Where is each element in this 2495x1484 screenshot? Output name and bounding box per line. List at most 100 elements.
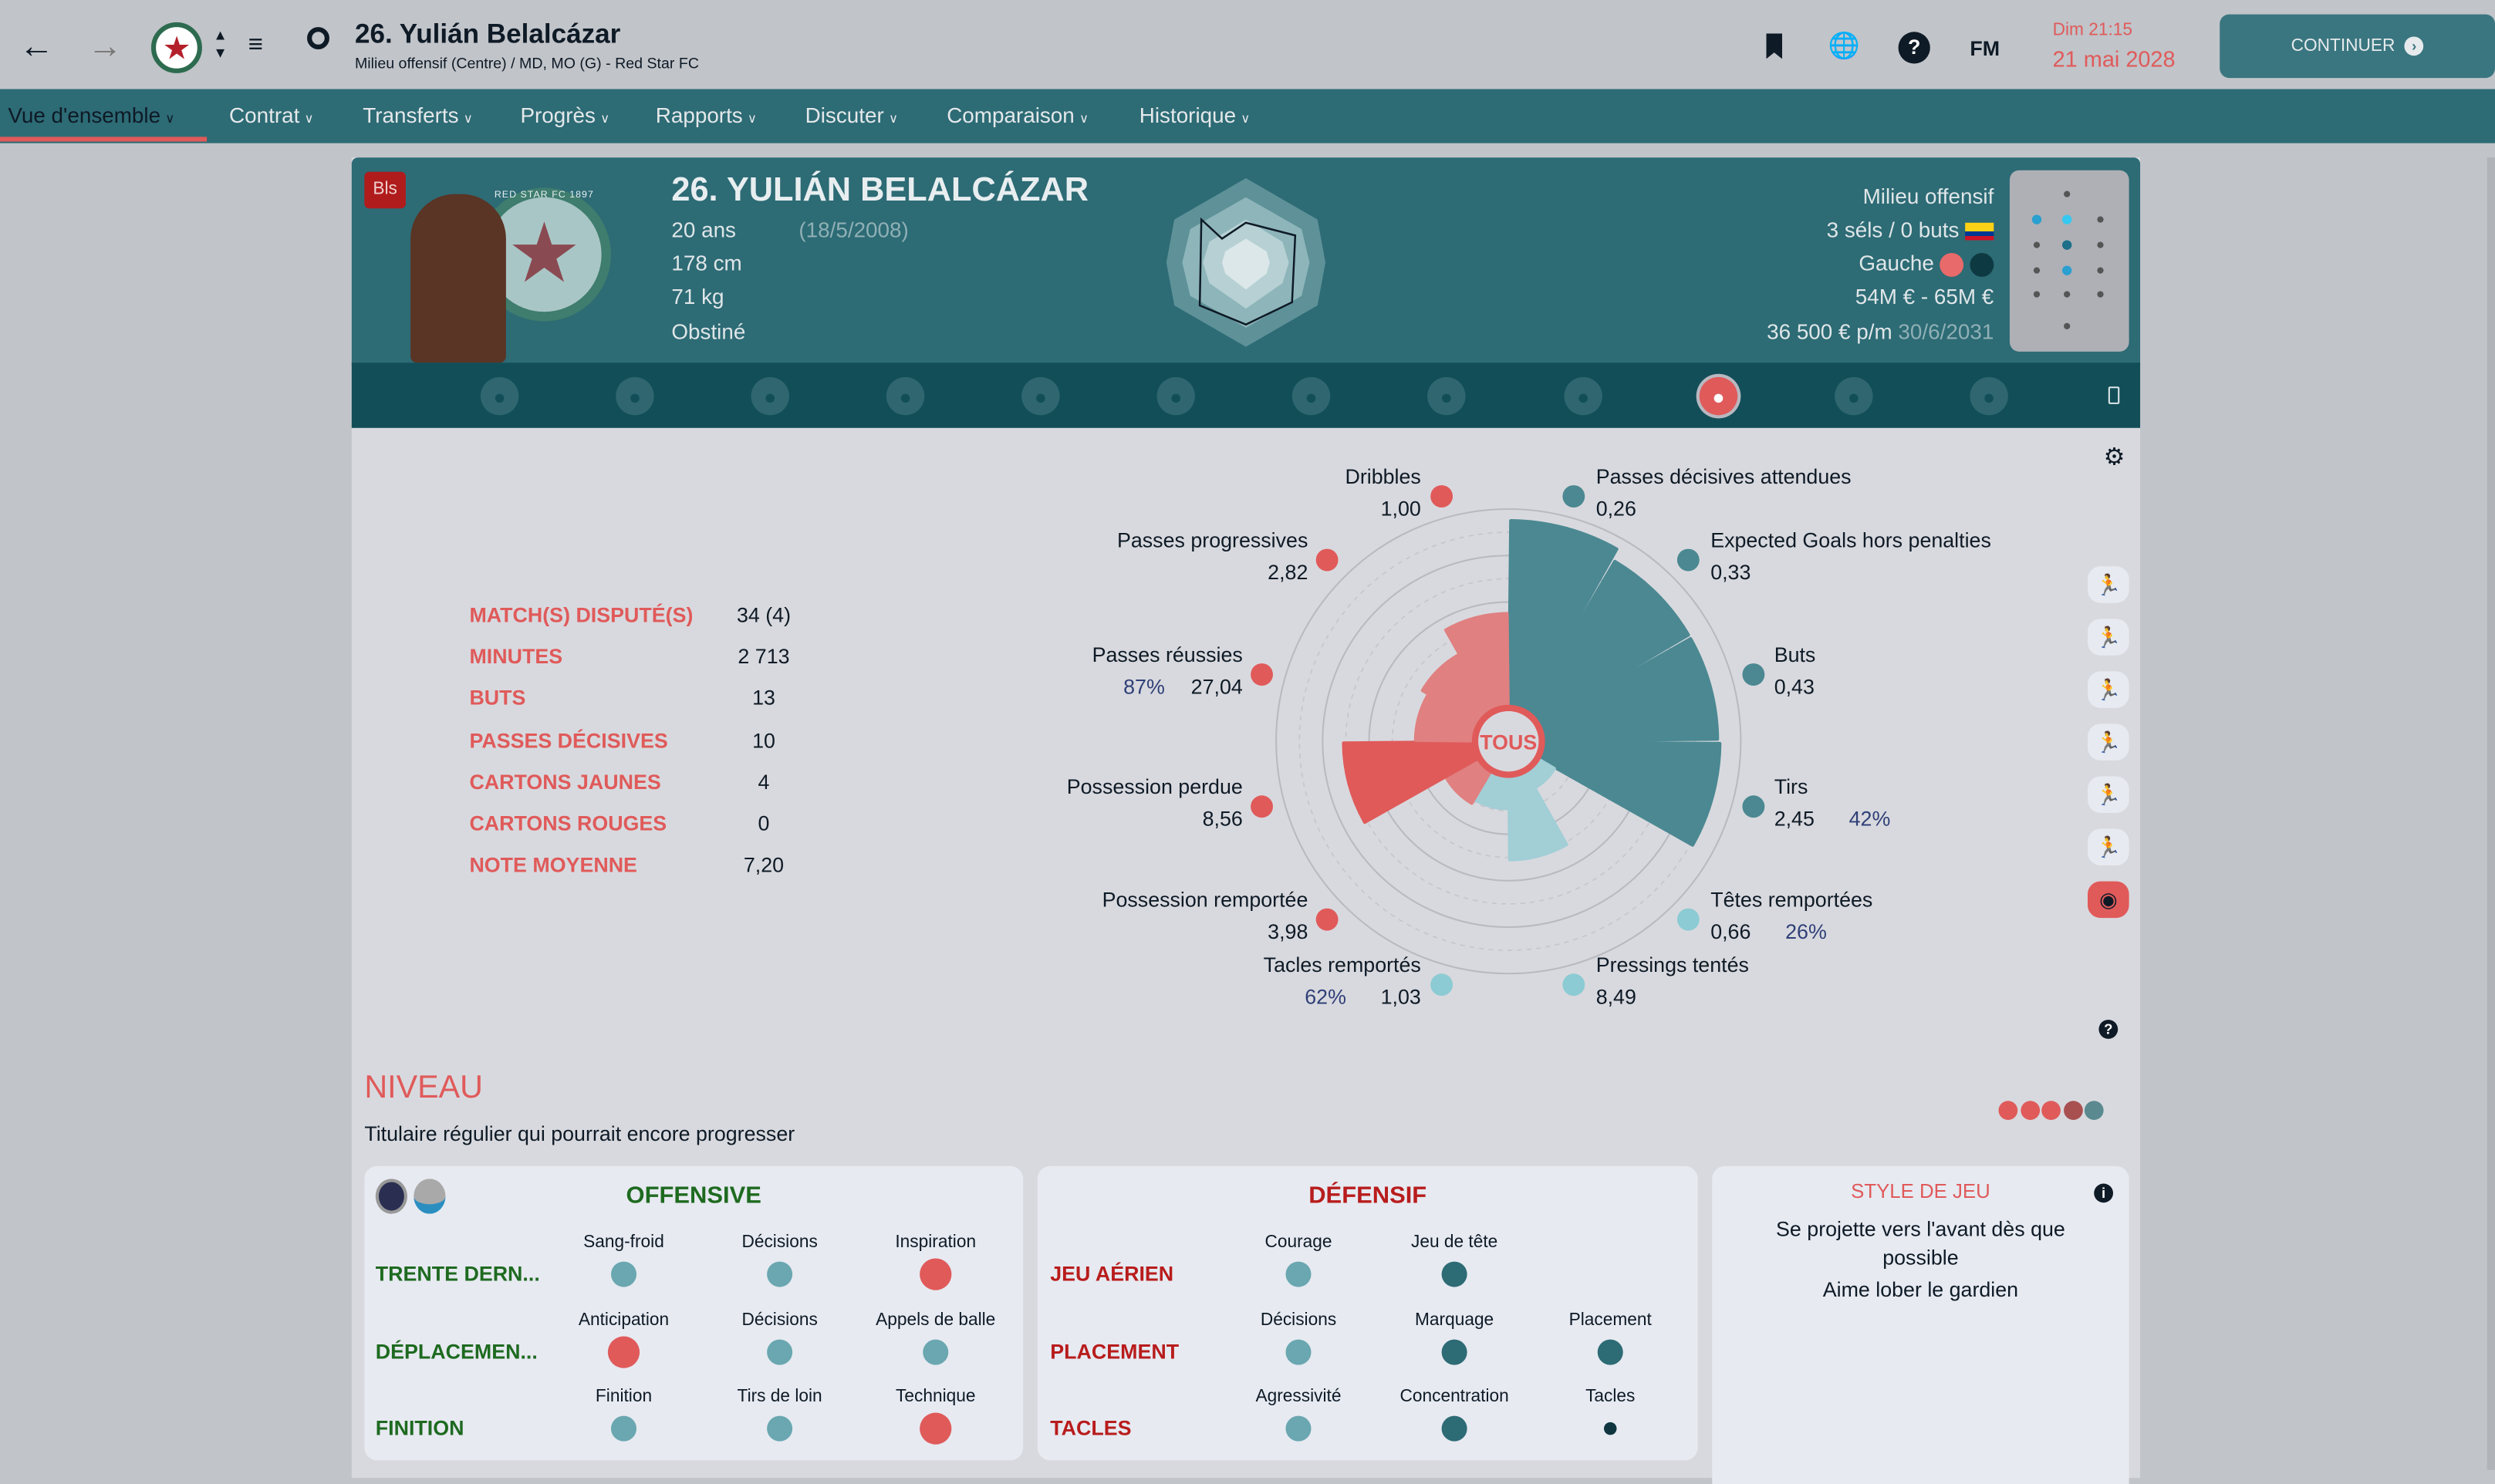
attribute-dot[interactable] bbox=[920, 1258, 952, 1290]
anchor-icon[interactable]: ● bbox=[480, 376, 519, 416]
help-icon[interactable]: ? bbox=[1898, 32, 1930, 64]
back-icon[interactable]: ← bbox=[19, 25, 55, 66]
attribute-dot[interactable] bbox=[1441, 1338, 1467, 1364]
attribute-dot[interactable] bbox=[767, 1338, 793, 1364]
eye-icon[interactable]: ● bbox=[1021, 376, 1060, 416]
switch-player-icon[interactable]: ▲ ▼ bbox=[213, 27, 228, 61]
position-grid[interactable] bbox=[2009, 170, 2129, 352]
category-value: 0,66 bbox=[1710, 919, 1751, 944]
stat-value: 2 713 bbox=[738, 644, 790, 669]
attribute-name: Jeu de tête bbox=[1410, 1233, 1498, 1253]
stat-value: 34 (4) bbox=[736, 602, 792, 627]
category-dot[interactable] bbox=[1315, 908, 1339, 931]
category-dot[interactable] bbox=[1676, 548, 1700, 572]
category-dot[interactable] bbox=[1562, 973, 1585, 997]
forward-icon[interactable]: → bbox=[87, 25, 123, 66]
compass-icon[interactable]: ● bbox=[1427, 376, 1466, 416]
attribute-dot[interactable] bbox=[1285, 1415, 1312, 1442]
stat-value: 0 bbox=[758, 811, 770, 835]
category-dot[interactable] bbox=[1315, 548, 1339, 572]
globe-icon[interactable]: 🌐 bbox=[1828, 33, 1860, 61]
tab-4[interactable]: Rapports ∨ bbox=[656, 103, 757, 127]
category-percentage: 26% bbox=[1785, 919, 1827, 944]
category-dot[interactable] bbox=[1742, 663, 1765, 686]
niveau-dot bbox=[2063, 1101, 2082, 1120]
tab-5[interactable]: Discuter ∨ bbox=[805, 103, 898, 127]
list-icon[interactable] bbox=[2108, 386, 2120, 404]
wedge-3[interactable] bbox=[1537, 740, 1722, 847]
settings-gear-icon[interactable]: ⚙ bbox=[2103, 444, 2125, 471]
fox-icon[interactable]: ● bbox=[1970, 376, 2008, 416]
attribute-name: Tirs de loin bbox=[737, 1387, 822, 1407]
tab-7[interactable]: Historique ∨ bbox=[1139, 103, 1251, 127]
syringe-icon[interactable]: ● bbox=[1156, 376, 1195, 416]
attribute-dot[interactable] bbox=[1604, 1422, 1617, 1435]
stat-label: CARTONS ROUGES bbox=[469, 811, 667, 835]
attribute-dot[interactable] bbox=[1285, 1338, 1312, 1364]
category-dot[interactable] bbox=[1676, 908, 1700, 931]
attribute-dot[interactable] bbox=[611, 1261, 636, 1287]
target-icon[interactable]: ● bbox=[1835, 376, 1873, 416]
bookmark-icon[interactable] bbox=[1766, 33, 1782, 59]
dribbler-icon[interactable]: 🏃 bbox=[2088, 776, 2129, 813]
tab-6[interactable]: Comparaison ∨ bbox=[947, 103, 1089, 127]
position-dot bbox=[2097, 291, 2104, 298]
defender-icon[interactable]: 🏃 bbox=[2088, 619, 2129, 656]
attribute-dot[interactable] bbox=[611, 1415, 636, 1442]
attribute-hexagon[interactable] bbox=[1159, 175, 1334, 350]
attribute-dot[interactable] bbox=[920, 1412, 952, 1445]
game-date: 21 mai 2028 bbox=[2052, 46, 2176, 72]
chevron-down-icon: ∨ bbox=[600, 111, 610, 126]
attribute-dot[interactable] bbox=[767, 1415, 793, 1442]
scrollbar[interactable] bbox=[2487, 157, 2495, 1470]
tab-0[interactable]: Vue d'ensemble ∨ bbox=[8, 103, 174, 127]
tackle-icon[interactable]: 🏃 bbox=[2088, 671, 2129, 708]
tab-2[interactable]: Transferts ∨ bbox=[363, 103, 473, 127]
niveau-title: NIVEAU bbox=[364, 1071, 483, 1106]
lion-icon[interactable]: ● bbox=[1291, 376, 1331, 416]
info-icon[interactable]: i bbox=[2094, 1183, 2113, 1203]
tab-1[interactable]: Contrat ∨ bbox=[229, 103, 314, 127]
mask-icon[interactable]: ● bbox=[751, 376, 789, 416]
midfielder-icon[interactable]: 🏃 bbox=[2088, 723, 2129, 761]
help-icon[interactable]: ? bbox=[2098, 1020, 2119, 1039]
fm-logo[interactable]: FM bbox=[1970, 36, 2000, 61]
club-logo[interactable]: ★ bbox=[150, 22, 202, 73]
tab-label: Rapports bbox=[655, 103, 743, 127]
attribute-dot[interactable] bbox=[923, 1338, 949, 1364]
continue-button[interactable]: CONTINUER › bbox=[2220, 14, 2495, 79]
row-name: PLACEMENT bbox=[1050, 1338, 1180, 1363]
hook-icon[interactable]: ● bbox=[1564, 376, 1602, 416]
attribute-name: Anticipation bbox=[578, 1310, 670, 1330]
goalkeeper-icon[interactable]: 🏃 bbox=[2088, 566, 2129, 603]
tab-3[interactable]: Progrès ∨ bbox=[520, 103, 609, 127]
attribute-name: Agressivité bbox=[1255, 1387, 1342, 1407]
category-dot[interactable] bbox=[1562, 485, 1585, 508]
player-status-badge[interactable]: Bls bbox=[364, 171, 406, 209]
all-players-icon[interactable]: ◉ bbox=[2088, 881, 2129, 919]
category-name: Têtes remportées bbox=[1710, 887, 1873, 912]
stat-value: 4 bbox=[758, 769, 770, 794]
attribute-dot[interactable] bbox=[1285, 1261, 1312, 1287]
category-value: 1,03 bbox=[1380, 984, 1421, 1009]
attribute-dot[interactable] bbox=[1441, 1261, 1467, 1287]
tv-icon[interactable]: ● bbox=[616, 376, 654, 416]
category-dot[interactable] bbox=[1251, 663, 1273, 686]
attribute-dot[interactable] bbox=[767, 1261, 793, 1287]
center-filter-button[interactable] bbox=[1471, 704, 1545, 778]
category-dot[interactable] bbox=[1251, 795, 1273, 818]
wave-icon[interactable]: ● bbox=[1699, 376, 1738, 416]
search-icon[interactable] bbox=[307, 27, 329, 49]
category-dot[interactable] bbox=[1430, 973, 1453, 997]
category-dot[interactable] bbox=[1430, 485, 1453, 508]
hammer-icon[interactable]: ● bbox=[886, 376, 925, 416]
attribute-name: Appels de balle bbox=[876, 1310, 996, 1330]
striker-icon[interactable]: 🏃 bbox=[2088, 828, 2129, 865]
grid-ring bbox=[1298, 531, 1719, 951]
attribute-dot[interactable] bbox=[1441, 1415, 1467, 1442]
attribute-dot[interactable] bbox=[1597, 1338, 1623, 1364]
menu-icon[interactable]: ≡ bbox=[248, 32, 264, 59]
category-value: 0,33 bbox=[1710, 560, 1751, 584]
attribute-dot[interactable] bbox=[607, 1335, 640, 1368]
category-dot[interactable] bbox=[1742, 795, 1765, 818]
